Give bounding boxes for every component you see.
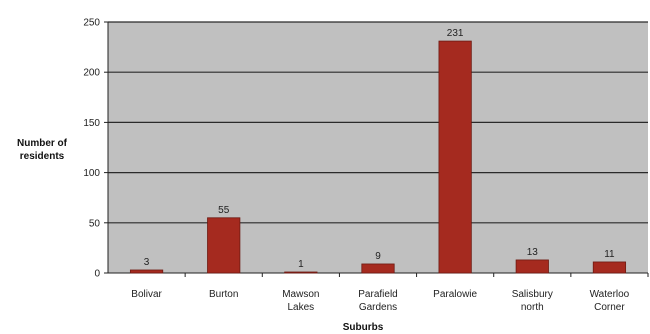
data-label: 231 bbox=[447, 28, 464, 39]
x-tick-label: Gardens bbox=[359, 302, 397, 313]
y-tick-label: 250 bbox=[83, 18, 100, 29]
data-label: 3 bbox=[144, 257, 150, 268]
x-tick-label: Parafield bbox=[358, 289, 397, 300]
y-tick-label: 150 bbox=[83, 118, 100, 129]
x-tick-label: Lakes bbox=[288, 302, 315, 313]
data-label: 11 bbox=[604, 249, 615, 260]
x-tick-label: Waterloo bbox=[590, 289, 630, 300]
bar-salisbury-north bbox=[515, 259, 549, 274]
data-label: 1 bbox=[298, 259, 304, 270]
plot-area bbox=[104, 21, 649, 277]
bar-burton bbox=[207, 217, 241, 274]
x-tick-label: north bbox=[521, 302, 544, 313]
x-tick-label: Salisbury bbox=[512, 289, 553, 300]
bar-parafield-gardens bbox=[361, 263, 395, 274]
x-tick-label: Corner bbox=[594, 302, 625, 313]
bars bbox=[129, 40, 627, 274]
bar-mawson-lakes bbox=[284, 271, 318, 274]
y-tick-label: 0 bbox=[94, 269, 100, 280]
bar-waterloo-corner bbox=[592, 261, 627, 274]
y-tick-label: 50 bbox=[89, 218, 101, 229]
y-tick-label: 100 bbox=[83, 168, 100, 179]
data-label: 9 bbox=[375, 251, 381, 262]
bar-bolivar bbox=[129, 269, 164, 274]
bar-paralowie bbox=[438, 40, 472, 274]
data-label: 13 bbox=[527, 247, 539, 258]
y-tick-label: 200 bbox=[83, 68, 100, 79]
data-label: 55 bbox=[218, 205, 230, 216]
labels: 0 50 100 150 200 250 3 Bolivar 55 Burton 1 Mawson La… bbox=[83, 18, 629, 314]
y-axis-title-line-2: residents bbox=[20, 151, 65, 162]
x-tick-label: Paralowie bbox=[433, 289, 477, 300]
x-axis-title: Suburbs bbox=[343, 322, 384, 333]
x-tick-label: Mawson bbox=[282, 289, 319, 300]
x-tick-label: Burton bbox=[209, 289, 238, 300]
y-axis-title-line-1: Number of bbox=[17, 138, 68, 149]
x-tick-label: Bolivar bbox=[131, 289, 162, 300]
plot-background bbox=[108, 22, 648, 273]
